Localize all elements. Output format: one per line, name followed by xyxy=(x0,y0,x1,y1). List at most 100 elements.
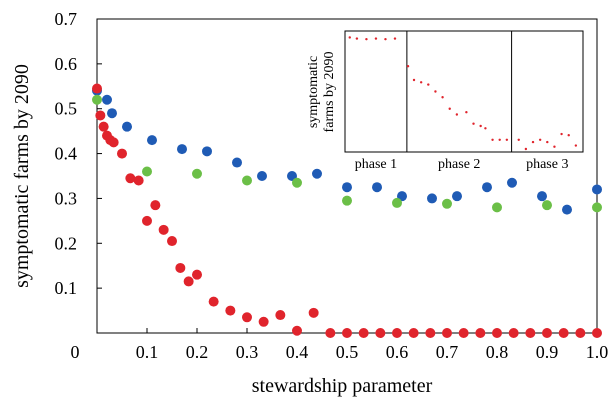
data-point xyxy=(192,269,202,280)
main-axes: 0 0.1 0.2 0.3 0.4 0.5 0.6 0.7 0.8 0.9 1.0 0.1 0.2 0.3… xyxy=(55,9,609,362)
inset-data-point xyxy=(498,138,501,141)
main-data-points xyxy=(92,83,602,338)
x-axis-title: stewardship parameter xyxy=(252,375,433,397)
data-point xyxy=(475,328,486,338)
data-point xyxy=(308,307,319,318)
y-tick-label: 0.6 xyxy=(55,54,78,74)
data-point xyxy=(258,316,269,327)
inset-data-point xyxy=(553,145,556,148)
inset-data-point xyxy=(484,127,487,130)
x-tick-label: 0.3 xyxy=(236,342,259,362)
data-point xyxy=(492,202,502,213)
data-point xyxy=(133,175,144,186)
data-point xyxy=(98,121,109,132)
data-point xyxy=(592,202,602,213)
inset-data-point xyxy=(524,147,528,151)
data-point xyxy=(452,191,462,202)
x-tick-label: 0.6 xyxy=(386,342,409,362)
inset-data-point xyxy=(406,65,410,68)
x-tick-label: 0.8 xyxy=(486,342,509,362)
data-point xyxy=(542,328,552,338)
inset-data-point xyxy=(448,107,451,110)
inset-data-point xyxy=(531,140,535,144)
inset-phase-label: phase 3 xyxy=(526,157,568,172)
data-point xyxy=(537,191,547,202)
data-point xyxy=(142,215,152,226)
x-tick-label: 0.4 xyxy=(286,342,309,362)
data-point xyxy=(372,182,382,193)
inset-data-point xyxy=(505,138,509,141)
data-point xyxy=(175,262,186,273)
inset-data-point xyxy=(348,36,351,39)
data-point xyxy=(92,94,102,105)
data-point xyxy=(95,110,106,121)
inset-data-point xyxy=(567,134,570,137)
data-point xyxy=(150,200,161,211)
inset-data-point xyxy=(472,122,475,125)
data-point xyxy=(442,328,452,338)
inset-y-axis-label: symptomatic xyxy=(306,56,321,128)
data-point xyxy=(108,137,119,148)
data-point xyxy=(375,328,386,338)
inset-data-point xyxy=(427,83,430,86)
y-tick-label: 0.5 xyxy=(55,99,78,119)
data-point xyxy=(242,312,252,323)
inset-data-point xyxy=(355,37,359,40)
inset-data-point xyxy=(546,140,549,144)
data-point xyxy=(242,175,252,186)
inset-frame xyxy=(344,30,584,153)
data-point xyxy=(592,328,602,338)
inset-chart: phase 1 phase 2 phase 3 symptomatic farms by… xyxy=(306,30,584,172)
data-point xyxy=(442,198,452,209)
data-point xyxy=(125,173,136,184)
data-point xyxy=(558,328,569,338)
data-point xyxy=(342,182,352,193)
data-point xyxy=(425,328,436,338)
y-tick-label: 0.2 xyxy=(55,233,78,253)
x-tick-label: 0.7 xyxy=(436,342,459,362)
data-point xyxy=(592,184,602,195)
data-point xyxy=(177,144,187,155)
inset-data-point xyxy=(479,124,482,128)
data-point xyxy=(257,171,267,181)
inset-data-point xyxy=(384,37,387,41)
x-tick-label: 0.1 xyxy=(136,342,159,362)
data-point xyxy=(92,83,102,94)
inset-phase-label: phase 1 xyxy=(355,157,397,172)
data-point xyxy=(575,328,586,338)
y-tick-label: 0.4 xyxy=(55,144,78,164)
inset-data-point xyxy=(374,37,378,40)
inset-data-point xyxy=(365,37,368,41)
data-point xyxy=(542,200,552,211)
inset-data-point xyxy=(517,138,520,141)
series-0 xyxy=(92,85,602,215)
y-tick-label: 0.1 xyxy=(55,278,78,298)
data-point xyxy=(392,328,402,338)
plot-frame xyxy=(96,18,598,334)
data-point xyxy=(507,177,517,188)
inset-data-point xyxy=(455,113,459,116)
data-point xyxy=(427,193,437,204)
inset-data-point xyxy=(412,78,416,82)
x-tick-label: 0.2 xyxy=(186,342,209,362)
y-axis-title: symptomatic farms by 2090 xyxy=(11,64,33,288)
data-point xyxy=(167,236,177,247)
series-1 xyxy=(92,94,602,213)
data-point xyxy=(202,146,212,157)
data-point xyxy=(325,328,336,338)
data-point xyxy=(192,168,202,179)
data-point xyxy=(292,177,302,188)
inset-data-point xyxy=(441,96,444,99)
data-point xyxy=(342,328,352,338)
x-tick-label: 0.9 xyxy=(536,342,559,362)
x-tick-label: 0 xyxy=(71,342,80,362)
inset-phase-label: phase 2 xyxy=(438,157,480,172)
data-point xyxy=(562,204,572,215)
data-point xyxy=(492,328,502,338)
inset-data-point xyxy=(393,37,397,40)
data-point xyxy=(342,195,352,206)
x-tick-label: 0.5 xyxy=(336,342,359,362)
data-point xyxy=(208,296,219,307)
data-point xyxy=(292,325,302,336)
